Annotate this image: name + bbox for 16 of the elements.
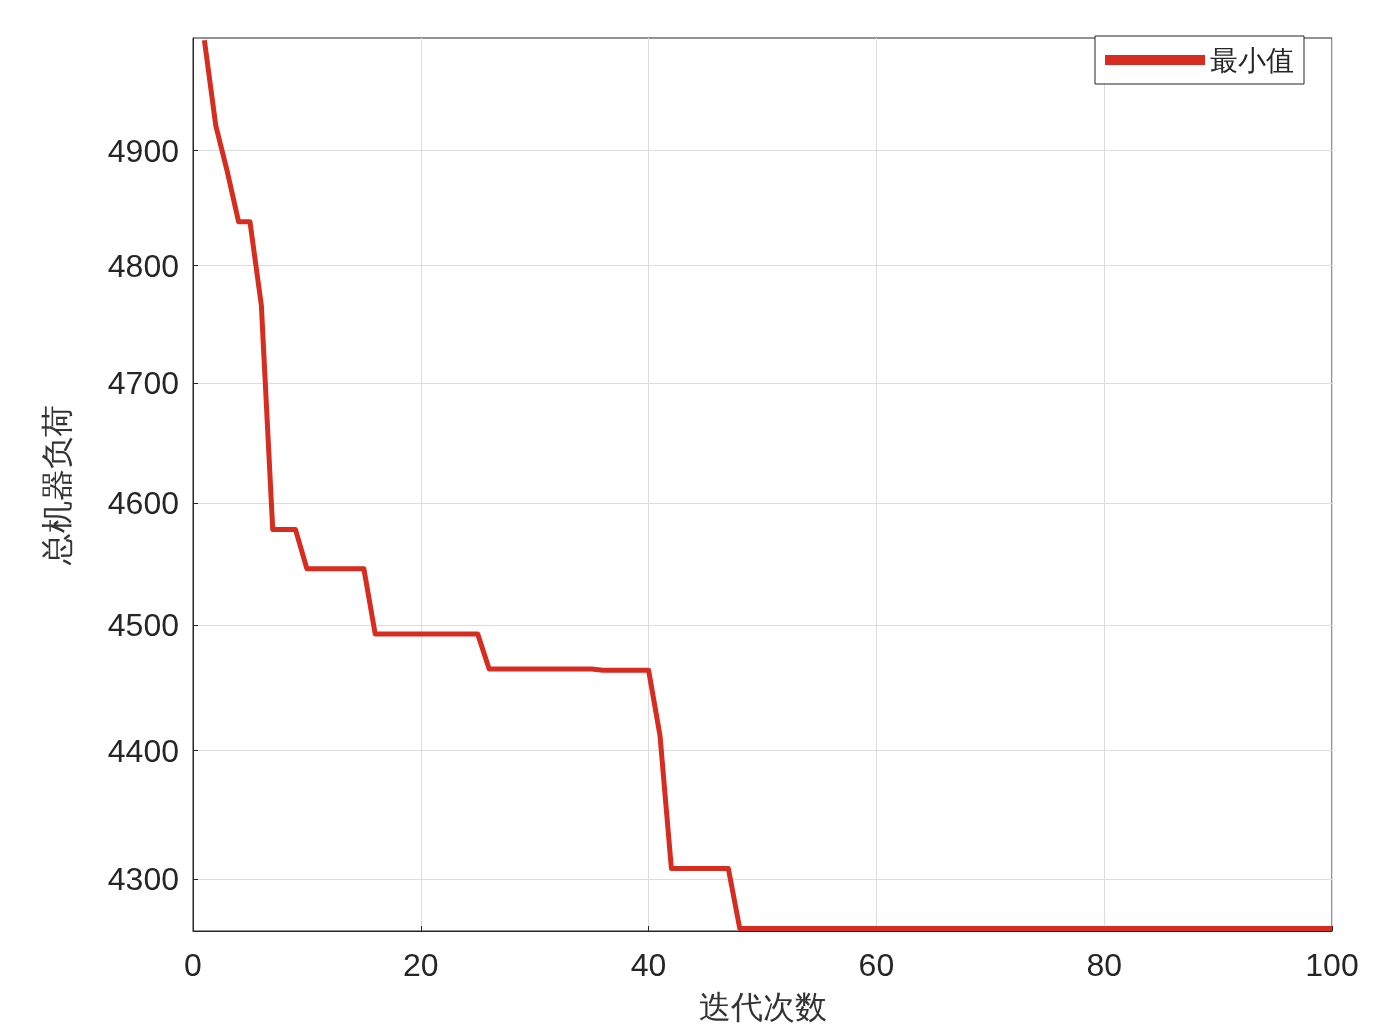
x-tick-label: 80 bbox=[1086, 947, 1122, 983]
y-tick-label: 4300 bbox=[107, 860, 179, 897]
x-tick-label: 100 bbox=[1305, 947, 1359, 983]
y-tick-label: 4700 bbox=[107, 364, 179, 401]
y-tick-label: 4500 bbox=[107, 607, 179, 644]
legend-label: 最小值 bbox=[1210, 44, 1294, 76]
y-tick-label: 4800 bbox=[107, 247, 179, 284]
x-tick-label: 0 bbox=[184, 947, 202, 983]
x-tick-label: 20 bbox=[403, 947, 439, 983]
y-tick-label: 4600 bbox=[107, 484, 179, 521]
y-axis-title: 总机器负荷 bbox=[39, 404, 75, 566]
x-tick-label: 60 bbox=[858, 947, 895, 983]
x-tick-label: 40 bbox=[630, 947, 667, 983]
x-axis-title: 迭代次数 bbox=[698, 989, 827, 1025]
y-tick-label: 4400 bbox=[107, 732, 179, 769]
y-tick-label: 4900 bbox=[107, 132, 179, 169]
